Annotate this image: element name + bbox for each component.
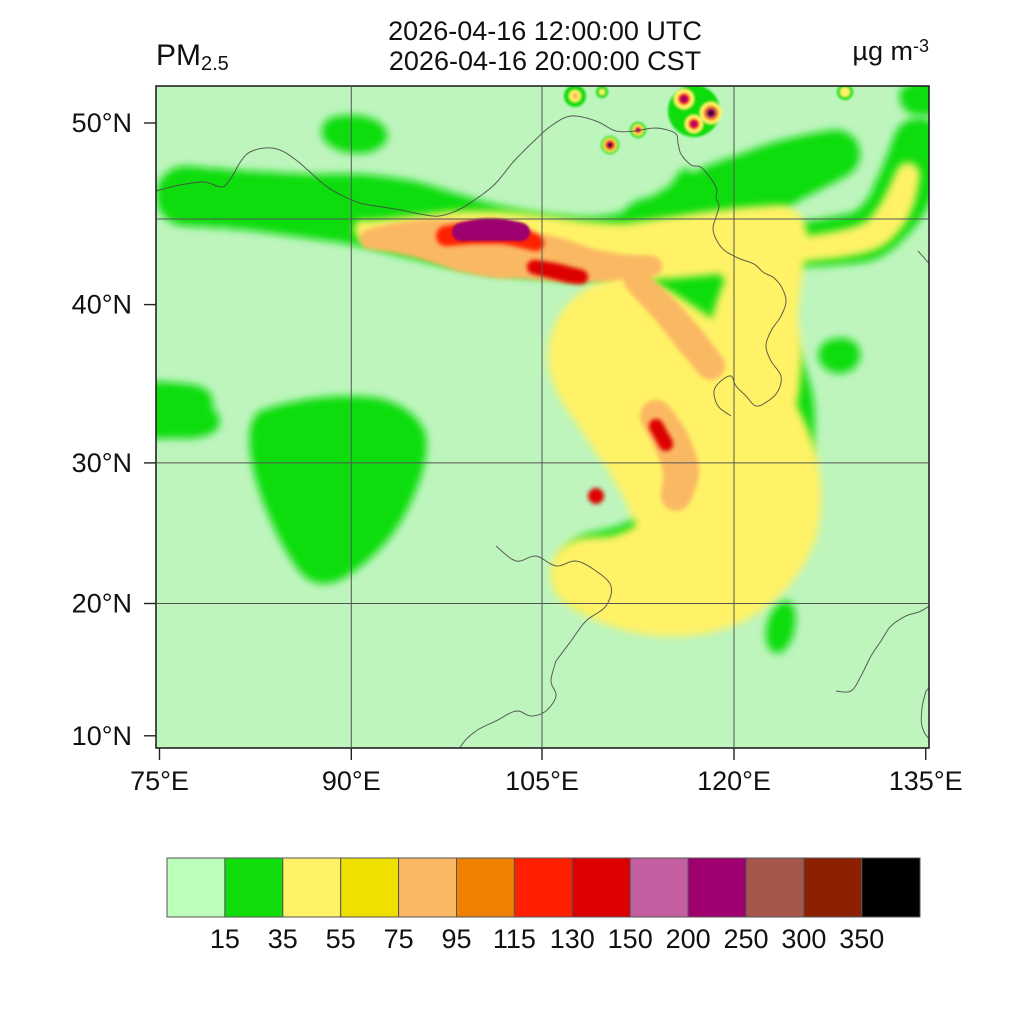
svg-text:75°E: 75°E <box>130 766 189 796</box>
svg-text:15: 15 <box>210 924 240 954</box>
svg-text:115: 115 <box>493 924 536 954</box>
svg-text:200: 200 <box>666 924 711 954</box>
svg-text:40°N: 40°N <box>72 290 132 320</box>
svg-text:2026-04-16 12:00:00 UTC: 2026-04-16 12:00:00 UTC <box>388 16 702 46</box>
svg-text:PM2.5: PM2.5 <box>156 39 229 75</box>
svg-text:µg m-3: µg m-3 <box>852 36 929 66</box>
svg-text:300: 300 <box>781 924 826 954</box>
svg-text:90°E: 90°E <box>322 766 381 796</box>
svg-text:55: 55 <box>326 924 356 954</box>
svg-text:120°E: 120°E <box>697 766 771 796</box>
svg-text:75: 75 <box>384 924 414 954</box>
svg-text:250: 250 <box>723 924 768 954</box>
svg-text:95: 95 <box>441 924 471 954</box>
svg-text:350: 350 <box>839 924 884 954</box>
svg-text:105°E: 105°E <box>505 766 579 796</box>
svg-text:2026-04-16 20:00:00 CST: 2026-04-16 20:00:00 CST <box>389 46 701 76</box>
svg-text:150: 150 <box>608 924 653 954</box>
svg-text:35: 35 <box>268 924 298 954</box>
svg-text:10°N: 10°N <box>72 721 132 751</box>
svg-text:50°N: 50°N <box>72 108 132 138</box>
svg-text:30°N: 30°N <box>72 448 132 478</box>
svg-text:130: 130 <box>550 924 595 954</box>
svg-text:20°N: 20°N <box>72 589 132 619</box>
svg-text:135°E: 135°E <box>889 766 963 796</box>
